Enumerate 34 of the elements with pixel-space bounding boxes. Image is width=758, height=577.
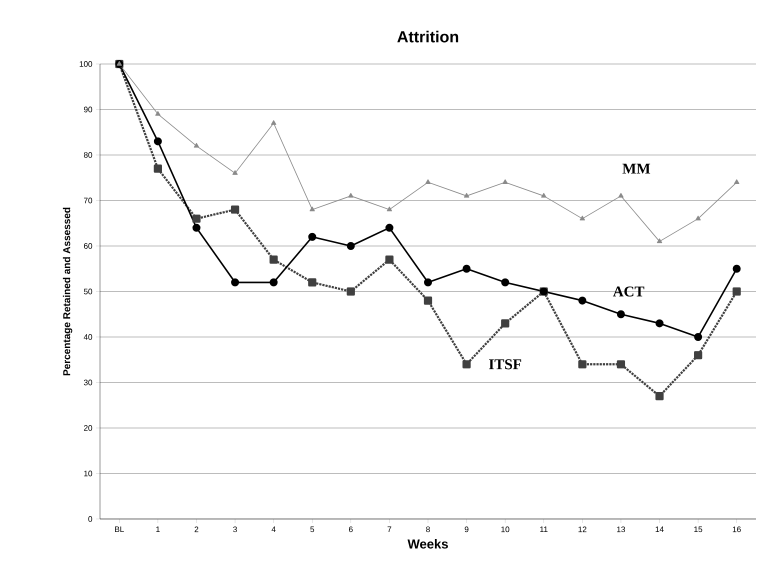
x-tick-label: 15 — [694, 526, 702, 532]
x-tick-label: 3 — [233, 526, 237, 532]
x-axis-title: Weeks — [408, 539, 448, 549]
y-tick-label: 50 — [84, 288, 92, 294]
x-tick-label: 10 — [501, 526, 510, 532]
x-tick-label: 11 — [540, 526, 548, 532]
x-tick-label: 1 — [156, 526, 160, 532]
x-tick-label: 14 — [656, 526, 664, 532]
x-tick-label: 8 — [426, 526, 430, 532]
x-tick-label: 9 — [464, 526, 468, 532]
y-tick-label: 10 — [84, 470, 92, 476]
series-label: MM — [622, 164, 650, 174]
y-axis-title: Percentage Retained and Assessed — [62, 208, 72, 376]
y-tick-label: 40 — [84, 334, 92, 340]
y-tick-label: 90 — [84, 106, 92, 112]
y-tick-label: 30 — [84, 380, 92, 386]
y-tick-label: 20 — [84, 425, 92, 431]
x-tick-label: 7 — [388, 526, 392, 532]
y-tick-label: 60 — [84, 243, 92, 249]
x-tick-label: BL — [115, 526, 124, 532]
x-tick-label: 13 — [617, 526, 626, 532]
x-tick-label: 5 — [310, 526, 314, 532]
y-tick-label: 70 — [84, 198, 92, 204]
x-tick-label: 12 — [578, 526, 586, 532]
chart-title: Attrition — [397, 30, 458, 42]
x-tick-label: 16 — [732, 526, 741, 532]
series-label: ITSF — [489, 359, 522, 370]
series-label: ACT — [612, 286, 644, 297]
y-tick-label: 80 — [84, 152, 92, 158]
y-tick-label: 100 — [80, 61, 92, 67]
x-tick-label: 2 — [194, 526, 198, 532]
x-tick-label: 4 — [272, 526, 276, 532]
x-tick-label: 6 — [349, 526, 353, 532]
y-tick-label: 0 — [88, 516, 92, 522]
